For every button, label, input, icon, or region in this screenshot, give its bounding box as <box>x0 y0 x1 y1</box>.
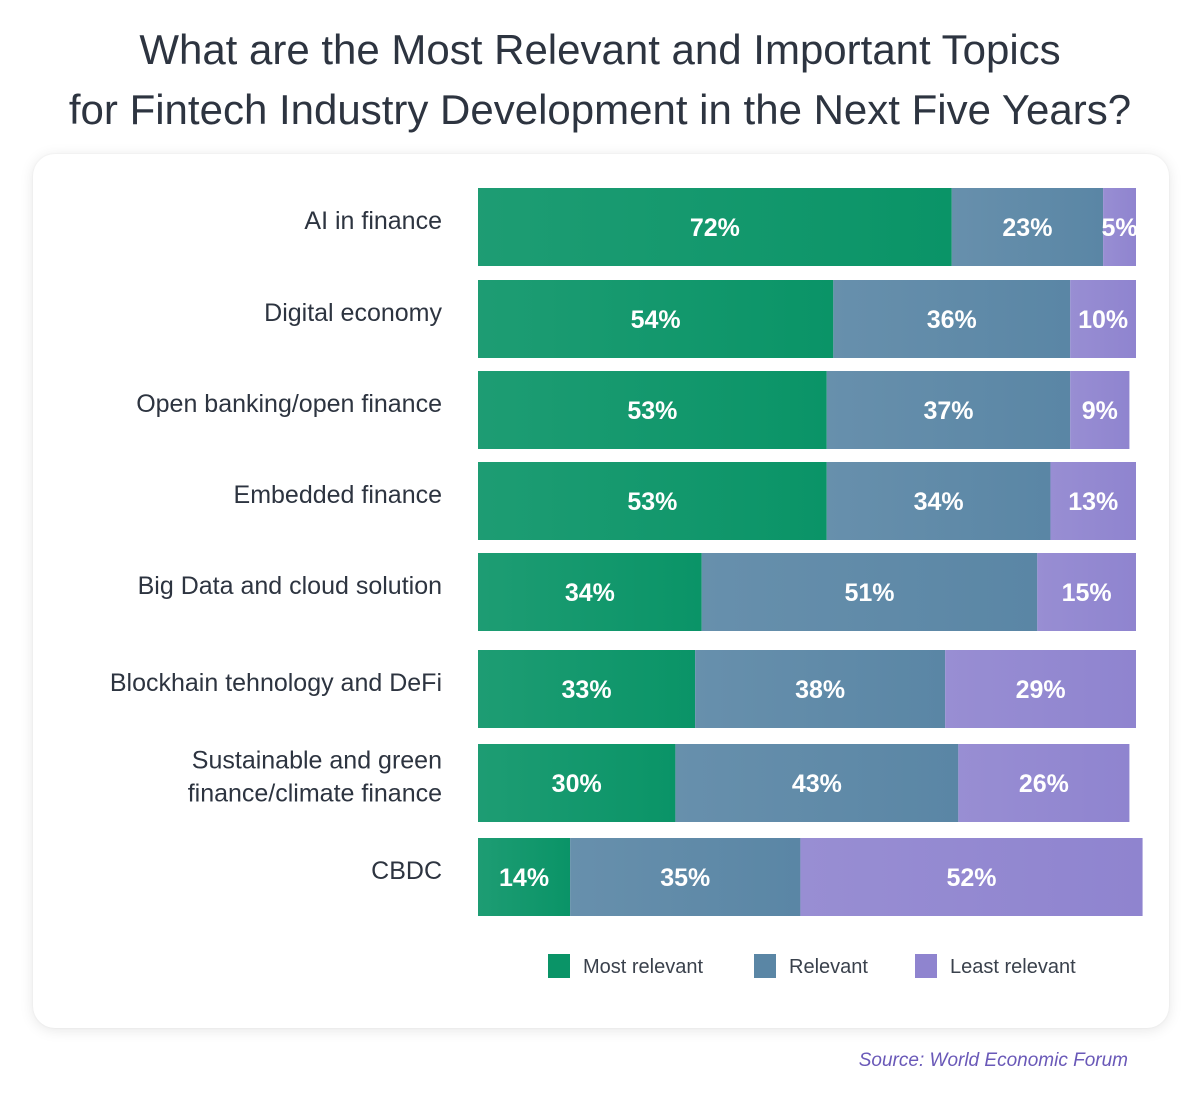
data-label: 23% <box>1002 214 1052 242</box>
bar-segment <box>478 462 827 540</box>
data-label: 14% <box>499 864 549 892</box>
data-label: 53% <box>627 397 677 425</box>
bar-segment <box>1103 188 1136 266</box>
data-label: 52% <box>946 864 996 892</box>
data-label: 33% <box>562 676 612 704</box>
data-label: 54% <box>631 306 681 334</box>
data-label: 5% <box>1101 214 1137 242</box>
bar-segment <box>958 744 1130 822</box>
category-label: CBDC <box>371 857 442 885</box>
category-label: Digital economy <box>264 299 442 327</box>
data-label: 34% <box>565 579 615 607</box>
data-label: 30% <box>552 770 602 798</box>
legend-label: Most relevant <box>583 956 703 978</box>
category-label: Sustainable and green <box>192 747 442 775</box>
bar-segment <box>675 744 959 822</box>
bar-segment <box>1037 553 1136 631</box>
bar-segment <box>951 188 1104 266</box>
bar-segment <box>945 650 1136 728</box>
category-label: Big Data and cloud solution <box>138 572 442 600</box>
data-label: 72% <box>690 214 740 242</box>
bar-segment <box>478 553 702 631</box>
category-label: Embedded finance <box>234 481 442 509</box>
legend-swatch <box>548 954 570 978</box>
legend-swatch <box>754 954 776 978</box>
title-line-2: for Fintech Industry Development in the … <box>68 86 1132 133</box>
data-label: 53% <box>627 488 677 516</box>
data-label: 10% <box>1078 306 1128 334</box>
bar-segment <box>570 838 801 916</box>
bar-segment <box>478 371 827 449</box>
data-label: 29% <box>1016 676 1066 704</box>
bar-segment <box>478 188 952 266</box>
bar-segment <box>695 650 946 728</box>
legend-label: Least relevant <box>950 956 1076 978</box>
bar-segment <box>833 280 1071 358</box>
bar-segment <box>478 838 571 916</box>
bar-segment <box>800 838 1143 916</box>
title-line-1: What are the Most Relevant and Important… <box>139 26 1061 73</box>
data-label: 15% <box>1062 579 1112 607</box>
bar-segment <box>478 650 696 728</box>
data-label: 9% <box>1082 397 1118 425</box>
bar-segment <box>1070 280 1136 358</box>
data-label: 38% <box>795 676 845 704</box>
bar-segment <box>478 744 676 822</box>
data-label: 43% <box>792 770 842 798</box>
legend-swatch <box>915 954 937 978</box>
stacked-bar-chart: AI in finance 72% 23% 5% Digital economy 54% 3… <box>110 188 1143 978</box>
category-label: Open banking/open finance <box>136 390 442 418</box>
data-label: 51% <box>844 579 894 607</box>
category-label: finance/climate finance <box>188 780 442 808</box>
data-label: 36% <box>927 306 977 334</box>
category-label: Blockhain tehnology and DeFi <box>110 669 442 697</box>
source-note: Source: World Economic Forum <box>858 1050 1128 1071</box>
data-label: 26% <box>1019 770 1069 798</box>
bar-segment <box>701 553 1038 631</box>
data-label: 13% <box>1068 488 1118 516</box>
data-label: 35% <box>660 864 710 892</box>
bar-segment <box>1070 371 1130 449</box>
chart-title: What are the Most Relevant and Important… <box>0 20 1200 140</box>
bar-segment <box>826 462 1051 540</box>
category-label: AI in finance <box>304 207 442 235</box>
legend-label: Relevant <box>789 956 868 978</box>
bar-segment <box>478 280 834 358</box>
data-label: 37% <box>923 397 973 425</box>
data-label: 34% <box>914 488 964 516</box>
bar-segment <box>826 371 1071 449</box>
bar-segment <box>1050 462 1136 540</box>
chart-card: AI in finance 72% 23% 5% Digital economy 54% 3… <box>33 154 1169 1028</box>
